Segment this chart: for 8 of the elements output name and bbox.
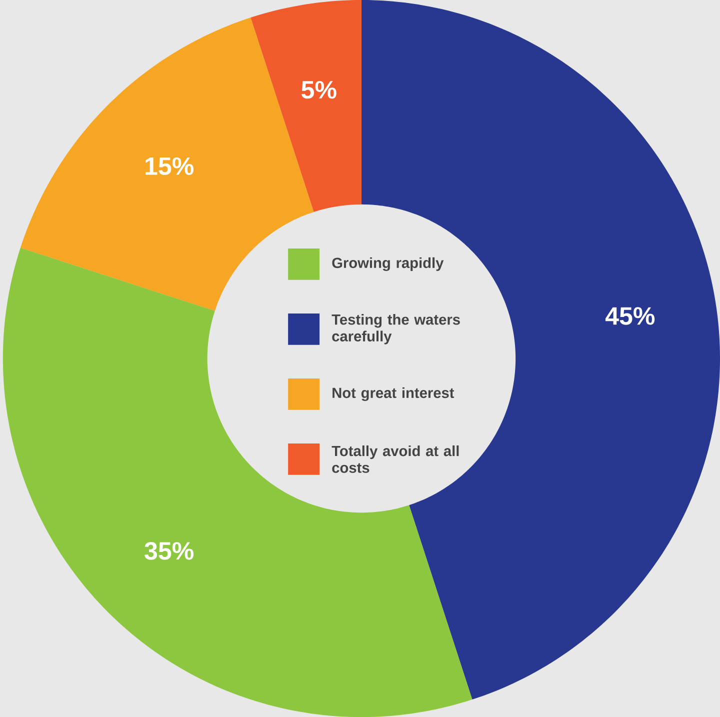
data-label: 5% bbox=[302, 80, 336, 99]
data-label: 45% bbox=[605, 307, 655, 325]
legend-label: Totally avoid at all costs bbox=[332, 445, 459, 473]
data-label: 15% bbox=[146, 157, 194, 175]
legend-label: Growing rapidly bbox=[332, 257, 444, 271]
legend-label: Not great interest bbox=[332, 387, 454, 401]
legend-label: Testing the waters carefully bbox=[332, 314, 460, 344]
data-label: 35% bbox=[144, 542, 194, 560]
